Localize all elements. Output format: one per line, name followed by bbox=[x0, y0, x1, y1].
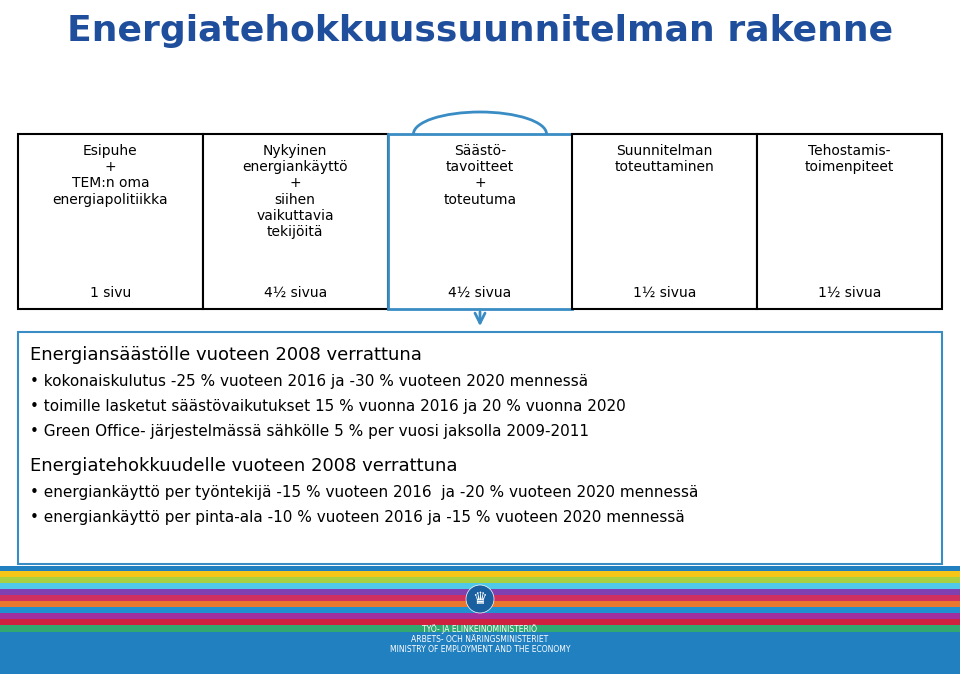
Bar bbox=[0, 571, 960, 578]
Bar bbox=[18, 134, 203, 309]
Text: Nykyinen
energiankäyttö
+
siihen
vaikuttavia
tekijöitä: Nykyinen energiankäyttö + siihen vaikutt… bbox=[242, 144, 348, 239]
Bar bbox=[0, 613, 960, 620]
Bar bbox=[0, 577, 960, 584]
Text: • Green Office- järjestelmässä sähkölle 5 % per vuosi jaksolla 2009-2011: • Green Office- järjestelmässä sähkölle … bbox=[30, 424, 589, 439]
Text: Energiansäästölle vuoteen 2008 verrattuna: Energiansäästölle vuoteen 2008 verrattun… bbox=[30, 346, 421, 364]
Bar bbox=[0, 595, 960, 602]
Bar bbox=[0, 625, 960, 632]
Text: 1 sivu: 1 sivu bbox=[90, 286, 131, 300]
Bar bbox=[572, 134, 757, 309]
Bar bbox=[388, 134, 572, 309]
Text: 4½ sivua: 4½ sivua bbox=[448, 286, 512, 300]
Text: Esipuhe
+
TEM:n oma
energiapolitiikka: Esipuhe + TEM:n oma energiapolitiikka bbox=[53, 144, 168, 207]
Bar bbox=[0, 607, 960, 614]
Text: • energiankäyttö per pinta-ala -10 % vuoteen 2016 ja -15 % vuoteen 2020 mennessä: • energiankäyttö per pinta-ala -10 % vuo… bbox=[30, 510, 684, 525]
Text: 4½ sivua: 4½ sivua bbox=[264, 286, 326, 300]
Bar bbox=[0, 601, 960, 608]
Bar bbox=[757, 134, 942, 309]
Text: Energiatehokkuudelle vuoteen 2008 verrattuna: Energiatehokkuudelle vuoteen 2008 verrat… bbox=[30, 457, 458, 475]
Bar bbox=[0, 583, 960, 590]
Text: Säästö-
tavoitteet
+
toteutuma: Säästö- tavoitteet + toteutuma bbox=[444, 144, 516, 207]
Text: • energiankäyttö per työntekijä -15 % vuoteen 2016  ja -20 % vuoteen 2020 mennes: • energiankäyttö per työntekijä -15 % vu… bbox=[30, 485, 698, 500]
Text: Energiatehokkuussuunnitelman rakenne: Energiatehokkuussuunnitelman rakenne bbox=[67, 14, 893, 48]
Bar bbox=[0, 619, 960, 626]
Text: Suunnitelman
toteuttaminen: Suunnitelman toteuttaminen bbox=[615, 144, 714, 174]
Text: • toimille lasketut säästövaikutukset 15 % vuonna 2016 ja 20 % vuonna 2020: • toimille lasketut säästövaikutukset 15… bbox=[30, 399, 626, 414]
Text: 1½ sivua: 1½ sivua bbox=[818, 286, 881, 300]
Text: ♛: ♛ bbox=[472, 590, 488, 608]
Bar bbox=[18, 332, 942, 564]
Text: TYÖ- JA ELINKEINOMINISTERIÖ
ARBETS- OCH NÄRINGSMINISTERIET
MINISTRY OF EMPLOYMEN: TYÖ- JA ELINKEINOMINISTERIÖ ARBETS- OCH … bbox=[390, 623, 570, 654]
Bar bbox=[203, 134, 388, 309]
Circle shape bbox=[466, 585, 494, 613]
Bar bbox=[0, 589, 960, 596]
Bar bbox=[0, 566, 960, 674]
Text: Tehostamis-
toimenpiteet: Tehostamis- toimenpiteet bbox=[804, 144, 895, 174]
Text: • kokonaiskulutus -25 % vuoteen 2016 ja -30 % vuoteen 2020 mennessä: • kokonaiskulutus -25 % vuoteen 2016 ja … bbox=[30, 374, 588, 389]
Text: 1½ sivua: 1½ sivua bbox=[633, 286, 697, 300]
